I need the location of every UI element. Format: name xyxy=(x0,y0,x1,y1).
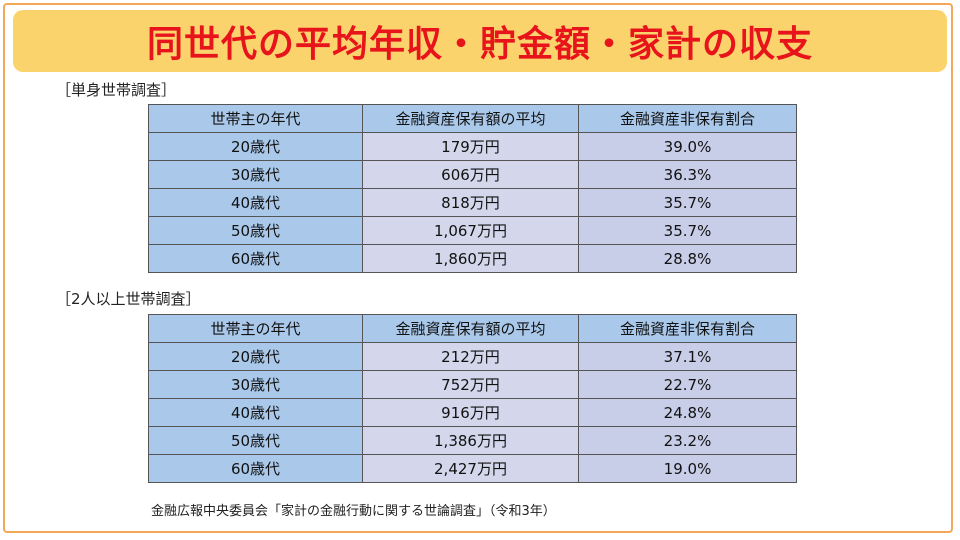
table-row: 60歳代 1,860万円 28.8% xyxy=(148,244,797,273)
single-household-table: 世帯主の年代 金融資産保有額の平均 金融資産非保有割合 20歳代 179万円 3… xyxy=(148,104,797,273)
column-header-age: 世帯主の年代 xyxy=(148,314,363,343)
table-row: 60歳代 2,427万円 19.0% xyxy=(148,454,797,483)
table-row: 30歳代 752万円 22.7% xyxy=(148,370,797,399)
ratio-cell: 39.0% xyxy=(578,132,797,161)
ratio-cell: 28.8% xyxy=(578,244,797,273)
amount-cell: 916万円 xyxy=(362,398,579,427)
column-header-ratio: 金融資産非保有割合 xyxy=(578,104,797,133)
ratio-cell: 35.7% xyxy=(578,216,797,245)
amount-cell: 1,860万円 xyxy=(362,244,579,273)
table-header-row: 世帯主の年代 金融資産保有額の平均 金融資産非保有割合 xyxy=(148,104,797,133)
table-row: 50歳代 1,386万円 23.2% xyxy=(148,426,797,455)
ratio-cell: 19.0% xyxy=(578,454,797,483)
section-label-single: ［単身世帯調査］ xyxy=(56,81,177,99)
age-cell: 30歳代 xyxy=(148,160,363,189)
slide-frame xyxy=(3,3,953,533)
column-header-amount: 金融資産保有額の平均 xyxy=(362,104,579,133)
amount-cell: 1,386万円 xyxy=(362,426,579,455)
ratio-cell: 35.7% xyxy=(578,188,797,217)
amount-cell: 1,067万円 xyxy=(362,216,579,245)
section-label-multi: ［2人以上世帯調査］ xyxy=(56,290,201,308)
table-row: 40歳代 916万円 24.8% xyxy=(148,398,797,427)
source-citation: 金融広報中央委員会「家計の金融行動に関する世論調査」（令和3年） xyxy=(151,504,556,519)
ratio-cell: 22.7% xyxy=(578,370,797,399)
multi-household-table: 世帯主の年代 金融資産保有額の平均 金融資産非保有割合 20歳代 212万円 3… xyxy=(148,314,797,483)
table-row: 50歳代 1,067万円 35.7% xyxy=(148,216,797,245)
amount-cell: 2,427万円 xyxy=(362,454,579,483)
column-header-amount: 金融資産保有額の平均 xyxy=(362,314,579,343)
age-cell: 60歳代 xyxy=(148,454,363,483)
amount-cell: 212万円 xyxy=(362,342,579,371)
column-header-age: 世帯主の年代 xyxy=(148,104,363,133)
age-cell: 30歳代 xyxy=(148,370,363,399)
amount-cell: 179万円 xyxy=(362,132,579,161)
amount-cell: 606万円 xyxy=(362,160,579,189)
age-cell: 40歳代 xyxy=(148,188,363,217)
title-banner: 同世代の平均年収・貯金額・家計の収支 xyxy=(13,10,947,72)
age-cell: 20歳代 xyxy=(148,132,363,161)
table-row: 40歳代 818万円 35.7% xyxy=(148,188,797,217)
ratio-cell: 23.2% xyxy=(578,426,797,455)
ratio-cell: 36.3% xyxy=(578,160,797,189)
table-row: 30歳代 606万円 36.3% xyxy=(148,160,797,189)
column-header-ratio: 金融資産非保有割合 xyxy=(578,314,797,343)
ratio-cell: 24.8% xyxy=(578,398,797,427)
age-cell: 40歳代 xyxy=(148,398,363,427)
age-cell: 50歳代 xyxy=(148,426,363,455)
age-cell: 50歳代 xyxy=(148,216,363,245)
ratio-cell: 37.1% xyxy=(578,342,797,371)
page-title: 同世代の平均年収・貯金額・家計の収支 xyxy=(146,24,813,65)
amount-cell: 752万円 xyxy=(362,370,579,399)
table-row: 20歳代 212万円 37.1% xyxy=(148,342,797,371)
age-cell: 20歳代 xyxy=(148,342,363,371)
table-header-row: 世帯主の年代 金融資産保有額の平均 金融資産非保有割合 xyxy=(148,314,797,343)
age-cell: 60歳代 xyxy=(148,244,363,273)
amount-cell: 818万円 xyxy=(362,188,579,217)
table-row: 20歳代 179万円 39.0% xyxy=(148,132,797,161)
